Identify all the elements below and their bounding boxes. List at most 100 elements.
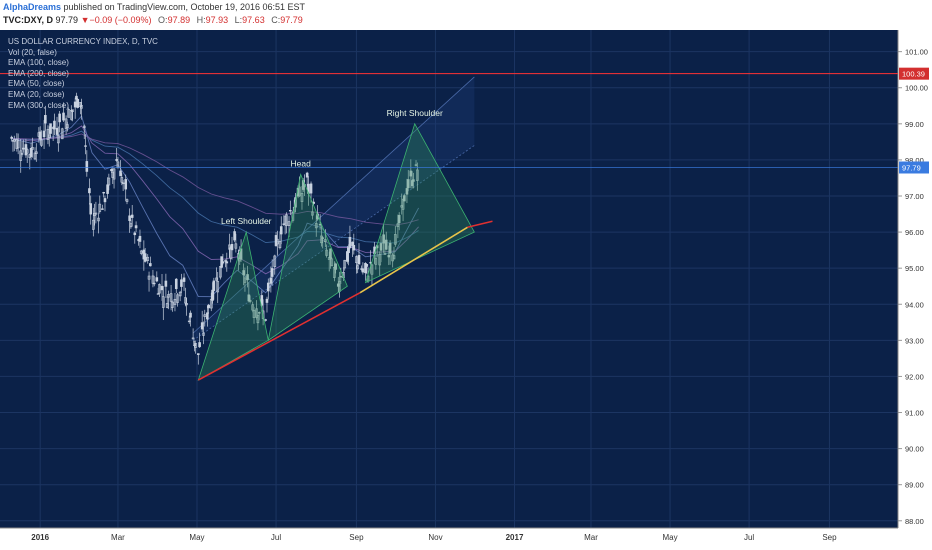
symbol-label[interactable]: TVC:DXY, D [3,15,54,25]
candle-body [158,284,161,294]
price-change: ▼−0.09 (−0.09%) [80,15,152,25]
candle-body [71,109,74,112]
candle-body [406,179,410,189]
candle-body [57,135,60,144]
candle-body [97,217,100,222]
open-label: O: [158,15,168,25]
candle-body [339,275,343,278]
pattern-label: Head [291,158,312,168]
candle-body [12,139,16,142]
author-link[interactable]: AlphaDreams [3,2,62,12]
candle-body [62,112,65,121]
candle-body [149,263,152,267]
candle-body [352,244,356,251]
candle-body [34,151,38,155]
candle-body [230,243,234,251]
candle-body [276,238,279,245]
symbol-quote-line: TVC:DXY, D 97.79 ▼−0.09 (−0.09%) O:97.89… [3,15,303,25]
support-line-ext [467,220,493,229]
legend-study-ema200[interactable]: EMA (200, close) [8,68,69,78]
candle-body [112,168,116,180]
candle-body [357,255,361,265]
candle-body [246,274,249,281]
candle-body [128,215,131,221]
pattern-triangle [197,230,269,381]
candle-body [94,212,98,215]
candle-body [248,299,252,302]
high-value: 97.93 [205,15,229,25]
candle-body [397,215,401,224]
y-tick-label: 89.00 [905,481,924,490]
x-tick-label: May [189,533,204,542]
legend-title: US DOLLAR CURRENCY INDEX, D, TVC [8,37,158,46]
legend-study-vol[interactable]: Vol (20, false) [8,47,57,57]
candle-body [203,314,207,317]
candle-body [174,278,178,290]
candle-body [185,303,188,306]
candle-body [44,115,47,124]
candle-body [82,125,86,129]
candle-body [225,261,229,264]
candle-body [324,239,327,242]
chart-legend: US DOLLAR CURRENCY INDEX, D, TVC Vol (20… [8,37,158,111]
candle-body [120,177,124,183]
candle-body [164,280,168,287]
x-tick-label: Mar [111,533,125,542]
candle-body [412,179,415,182]
resistance-price-tag [899,67,929,80]
candle-body [22,147,25,150]
candle-body [49,123,52,134]
x-tick-label: Sep [822,533,837,542]
candle-body [60,128,64,140]
candle-body [189,312,192,318]
x-tick-label: 2016 [31,533,49,542]
candle-body [25,149,29,154]
candle-body [348,236,352,248]
candle-body [107,177,111,186]
candle-body [171,301,174,308]
candle-body [289,209,292,212]
candle-body [73,101,77,108]
candle-body [42,130,46,138]
last-price: 97.79 [55,15,79,25]
current-price-tag [899,161,929,174]
candle-body [285,214,288,226]
candle-body [102,192,105,194]
legend-study-ema300[interactable]: EMA (300, close) [8,100,69,110]
channel-line [192,76,475,334]
price-chart[interactable]: 88.00 89.00 90.00 91.00 92.00 93.00 94.00 95.00… [0,30,932,550]
legend-study-ema20[interactable]: EMA (20, close) [8,89,65,99]
y-tick-label: 96.00 [905,228,924,237]
legend-study-ema100[interactable]: EMA (100, close) [8,58,69,68]
y-tick-label: 95.00 [905,264,924,273]
candle-body [160,285,164,291]
candle-body [266,282,270,292]
candle-body [257,312,261,314]
x-tick-label: 2017 [506,533,524,542]
candle-body [88,188,91,194]
candle-body [207,304,210,309]
x-tick-label: Sep [349,533,364,542]
candle-body [200,322,204,330]
candle-body [40,139,43,146]
channel-fill [193,76,475,341]
candle-body [374,258,378,265]
y-tick-label: 99.00 [905,120,924,129]
y-tick-label: 92.00 [905,372,924,381]
pattern-triangle [267,172,348,342]
candle-body [252,310,256,318]
candle-body [110,169,113,172]
candle-body [103,198,107,203]
candle-body [264,319,267,321]
candle-body [76,98,80,108]
candle-body [84,145,87,147]
y-tick-label: 91.00 [905,409,924,418]
open-value: 97.89 [167,15,191,25]
x-tick-label: Jul [744,533,754,542]
candle-body [273,255,277,267]
low-label: L: [234,15,243,25]
legend-study-ema50[interactable]: EMA (50, close) [8,79,65,89]
channel-line [192,145,475,341]
candle-body [314,223,318,229]
candle-body [115,159,118,161]
